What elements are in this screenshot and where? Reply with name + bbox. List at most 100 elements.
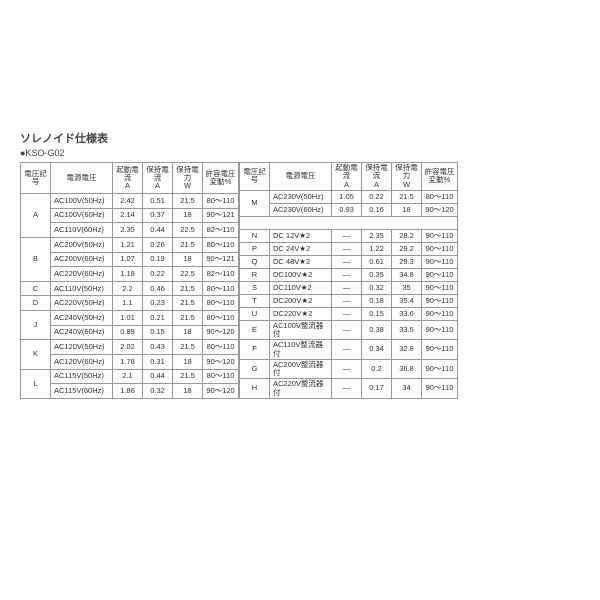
data-cell: 90～120 [203, 384, 239, 399]
data-cell: AC110V(50Hz) [51, 281, 113, 296]
symbol-cell: F [240, 340, 270, 360]
symbol-cell: D [21, 296, 51, 311]
data-cell: 90～110 [422, 340, 458, 360]
data-cell: 0.93 [332, 203, 362, 216]
data-cell: AC230V(50Hz) [270, 190, 332, 203]
data-cell: 18 [173, 354, 203, 369]
data-cell: 1.01 [113, 311, 143, 326]
data-cell: 34 [392, 379, 422, 399]
data-cell: AC200V(60Hz) [51, 252, 113, 267]
data-cell: 21.5 [173, 296, 203, 311]
data-cell: 0.37 [143, 208, 173, 223]
data-cell: 21.5 [173, 238, 203, 253]
col-header: 保持電力W [173, 163, 203, 194]
data-cell: AC240V(60Hz) [51, 325, 113, 340]
table-row: PDC 24V★2—1.2229.290～110 [240, 242, 458, 255]
data-cell: 90～110 [422, 255, 458, 268]
data-cell: 0.23 [143, 296, 173, 311]
data-cell: 90～120 [203, 325, 239, 340]
data-cell: AC110V整流器付 [270, 340, 332, 360]
data-cell: 1.22 [362, 242, 392, 255]
spec-tables: 電圧記号電源電圧起動電流A保持電流A保持電力W許容電圧変動%AAC100V(50… [20, 162, 580, 399]
data-cell: 1.21 [113, 238, 143, 253]
data-cell: 1.1 [113, 296, 143, 311]
data-cell: 35 [392, 281, 422, 294]
data-cell: AC110V(60Hz) [51, 223, 113, 238]
symbol-cell: E [240, 320, 270, 340]
col-header: 起動電流A [332, 163, 362, 191]
data-cell: 90～110 [422, 268, 458, 281]
data-cell: 18 [173, 208, 203, 223]
data-cell: 0.31 [143, 354, 173, 369]
table-row: NDC 12V★2—2.3528.290～110 [240, 229, 458, 242]
data-cell: DC 24V★2 [270, 242, 332, 255]
data-cell: 0.51 [143, 194, 173, 209]
data-cell: 90～120 [422, 203, 458, 216]
col-header: 電圧記号 [240, 163, 270, 191]
data-cell: 0.61 [362, 255, 392, 268]
data-cell: — [332, 281, 362, 294]
symbol-cell: G [240, 359, 270, 379]
data-cell: 0.15 [362, 307, 392, 320]
data-cell: 2.42 [113, 194, 143, 209]
data-cell: 80～110 [203, 296, 239, 311]
data-cell: 80～110 [203, 311, 239, 326]
data-cell: 2.2 [113, 281, 143, 296]
data-cell: — [332, 359, 362, 379]
data-cell: 35.4 [392, 294, 422, 307]
data-cell: AC220V(60Hz) [51, 267, 113, 282]
right-table: 電圧記号電源電圧起動電流A保持電流A保持電力W許容電圧変動%MAC230V(50… [239, 162, 458, 399]
data-cell: AC115V(60Hz) [51, 384, 113, 399]
data-cell: 2.14 [113, 208, 143, 223]
data-cell: AC115V(50Hz) [51, 369, 113, 384]
data-cell: 0.43 [143, 340, 173, 355]
data-cell: 82～110 [203, 267, 239, 282]
data-cell: 80～110 [203, 340, 239, 355]
data-cell: 28.2 [392, 229, 422, 242]
table-row: CAC110V(50Hz)2.20.4621.580～110 [21, 281, 239, 296]
table-row: SDC110V★2—0.323590～110 [240, 281, 458, 294]
table-row: TDC200V★2—0.1835.490～110 [240, 294, 458, 307]
symbol-cell: M [240, 190, 270, 216]
data-cell: 0.34 [362, 340, 392, 360]
data-cell: AC240V(50Hz) [51, 311, 113, 326]
data-cell: — [332, 268, 362, 281]
data-cell: AC200V(50Hz) [51, 238, 113, 253]
data-cell: DC 48V★2 [270, 255, 332, 268]
table-row: MAC230V(50Hz)1.050.2221.580～110 [240, 190, 458, 203]
data-cell: 32.8 [392, 340, 422, 360]
data-cell: 80～110 [422, 190, 458, 203]
table-row: RDC100V★2—0.3534.890～110 [240, 268, 458, 281]
table-row: AAC100V(50Hz)2.420.5121.580～110 [21, 194, 239, 209]
table-row: AC120V(60Hz)1.780.311890～120 [21, 354, 239, 369]
data-cell: 90～110 [422, 242, 458, 255]
data-cell: 36.8 [392, 359, 422, 379]
symbol-cell: R [240, 268, 270, 281]
data-cell: 2.35 [362, 229, 392, 242]
data-cell: 90～120 [203, 354, 239, 369]
data-cell: 1.05 [332, 190, 362, 203]
data-cell: 90～110 [422, 307, 458, 320]
data-cell: — [332, 340, 362, 360]
data-cell: 90～110 [422, 320, 458, 340]
data-cell: 29.2 [392, 242, 422, 255]
data-cell: — [332, 379, 362, 399]
data-cell: 21.5 [173, 281, 203, 296]
data-cell: 0.44 [143, 369, 173, 384]
data-cell: 90～110 [422, 379, 458, 399]
data-cell: 0.32 [143, 384, 173, 399]
data-cell: 21.5 [173, 311, 203, 326]
col-header: 許容電圧変動% [203, 163, 239, 194]
data-cell: 80～110 [203, 238, 239, 253]
table-subtitle: ●KSO-G02 [20, 148, 580, 158]
data-cell: 90～110 [422, 229, 458, 242]
table-row: FAC110V整流器付—0.3432.890～110 [240, 340, 458, 360]
data-cell: 90～110 [422, 294, 458, 307]
data-cell: AC100V(50Hz) [51, 194, 113, 209]
data-cell: — [332, 320, 362, 340]
data-cell: 21.5 [173, 369, 203, 384]
data-cell: 18 [173, 252, 203, 267]
data-cell: 18 [173, 384, 203, 399]
data-cell: 80～110 [203, 281, 239, 296]
table-row: AC200V(60Hz)1.070.191890～121 [21, 252, 239, 267]
